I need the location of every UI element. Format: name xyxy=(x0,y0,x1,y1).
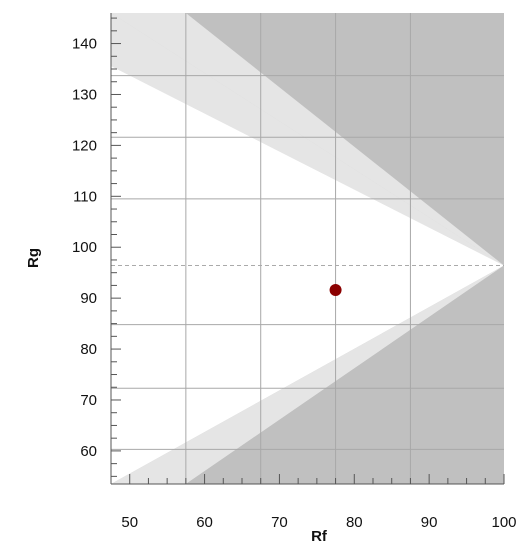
x-tick-label: 90 xyxy=(421,514,438,531)
x-tick-label: 100 xyxy=(491,514,516,531)
y-tick-label: 80 xyxy=(80,341,97,358)
grid xyxy=(111,13,504,484)
x-tick-label: 70 xyxy=(271,514,288,531)
x-tick-label: 60 xyxy=(196,514,213,531)
data-points xyxy=(329,283,342,296)
y-tick-label: 140 xyxy=(72,36,97,53)
y-tick-label: 70 xyxy=(80,392,97,409)
region-white-wedge xyxy=(111,65,504,484)
y-tick-label: 130 xyxy=(72,86,97,103)
plot-area xyxy=(111,13,504,484)
y-axis-label: Rg xyxy=(25,248,42,268)
region-light-band-top xyxy=(111,13,504,266)
y-tick-label: 100 xyxy=(72,239,97,256)
tick-labels: 50 60 70 80 90 100 60 70 80 90 100 110 120 130 140 xyxy=(72,36,517,531)
y-tick-label: 110 xyxy=(73,188,97,205)
region-gray-upper xyxy=(185,13,504,266)
y-tick-label: 60 xyxy=(80,443,97,460)
x-axis-label: Rf xyxy=(311,528,328,545)
x-tick-label: 80 xyxy=(346,514,363,531)
region-light-band-lower xyxy=(111,265,504,484)
data-point xyxy=(329,283,342,296)
y-tick-label: 120 xyxy=(72,137,97,154)
y-tick-label: 90 xyxy=(80,290,97,307)
axes xyxy=(110,13,505,485)
x-tick-label: 50 xyxy=(121,514,138,531)
region-gray-lower xyxy=(185,265,504,484)
